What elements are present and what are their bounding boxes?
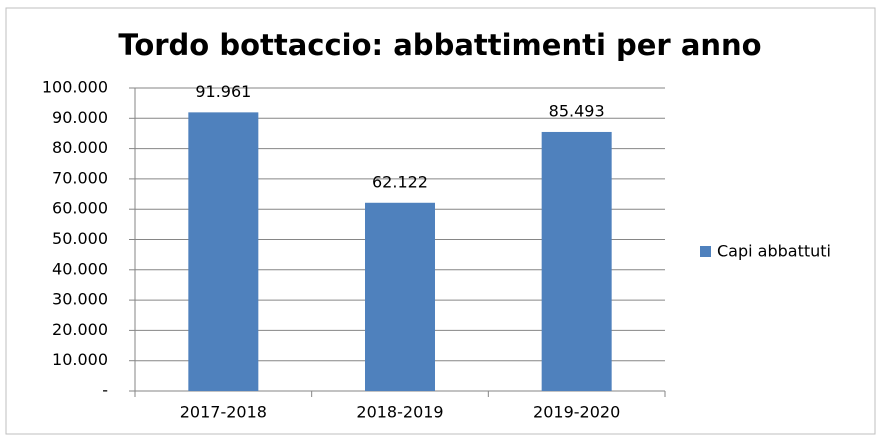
y-tick-label: 10.000 — [52, 350, 108, 369]
y-tick-label: 50.000 — [52, 229, 108, 248]
y-tick-label: 60.000 — [52, 199, 108, 218]
bar — [365, 202, 435, 391]
y-tick-label: 70.000 — [52, 168, 108, 187]
bar — [188, 112, 259, 392]
data-label: 91.961 — [195, 82, 251, 101]
y-tick-label: - — [102, 381, 108, 400]
y-tick-label: 20.000 — [52, 320, 108, 339]
chart-frame — [5, 7, 876, 435]
chart-title: Tordo bottaccio: abbattimenti per anno — [118, 28, 761, 62]
y-tick-label: 30.000 — [52, 290, 108, 309]
x-tick-label: 2018-2019 — [356, 403, 443, 422]
legend-swatch — [700, 246, 711, 257]
y-tick-label: 90.000 — [52, 108, 108, 127]
bar — [541, 131, 612, 391]
legend-label: Capi abbattuti — [717, 242, 831, 261]
y-tick-label: 80.000 — [52, 138, 108, 157]
x-tick-label: 2019-2020 — [533, 403, 620, 422]
y-tick-label: 40.000 — [52, 259, 108, 278]
x-tick-label: 2017-2018 — [180, 403, 267, 422]
data-label: 85.493 — [549, 101, 605, 120]
y-tick-label: 100.000 — [42, 78, 108, 97]
data-label: 62.122 — [372, 172, 428, 191]
